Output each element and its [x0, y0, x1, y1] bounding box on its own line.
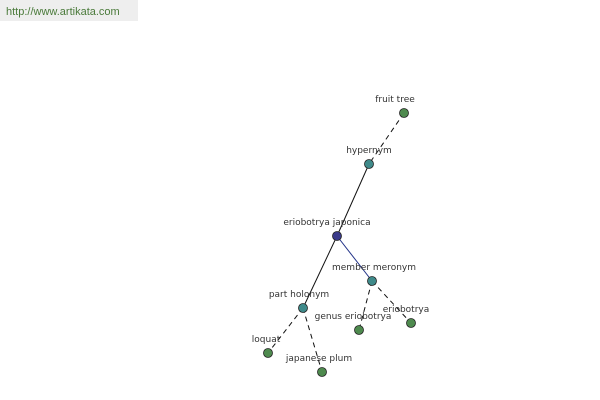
- node-label[interactable]: fruit tree: [375, 95, 415, 105]
- node[interactable]: [399, 108, 409, 118]
- node-label[interactable]: eriobotrya japonica: [283, 218, 370, 228]
- edge: [368, 112, 405, 165]
- edge: [267, 307, 304, 354]
- node-label[interactable]: genus eriobotrya: [315, 312, 392, 322]
- node-label[interactable]: part holonym: [269, 290, 329, 300]
- node-label[interactable]: hypernym: [346, 146, 392, 156]
- node[interactable]: [317, 367, 327, 377]
- node[interactable]: [332, 231, 342, 241]
- edge: [336, 235, 373, 282]
- node-label[interactable]: loquat: [252, 335, 281, 345]
- node-label[interactable]: member meronym: [332, 263, 416, 273]
- nodes: fruit tree hypernym eriobotrya japonica mem…: [252, 95, 430, 377]
- edge: [358, 280, 373, 331]
- node[interactable]: [263, 348, 273, 358]
- edge: [302, 235, 338, 309]
- node-label[interactable]: eriobotrya: [383, 305, 430, 315]
- url-text[interactable]: http://www.artikata.com: [6, 6, 120, 18]
- edge: [302, 307, 323, 373]
- url-banner: [0, 0, 138, 21]
- node-label[interactable]: japanese plum: [285, 354, 352, 364]
- edge: [336, 163, 370, 237]
- edge: [371, 280, 412, 324]
- node[interactable]: [354, 325, 364, 335]
- node[interactable]: [298, 303, 308, 313]
- node[interactable]: [367, 276, 377, 286]
- node[interactable]: [406, 318, 416, 328]
- edges: [267, 112, 412, 373]
- node[interactable]: [364, 159, 374, 169]
